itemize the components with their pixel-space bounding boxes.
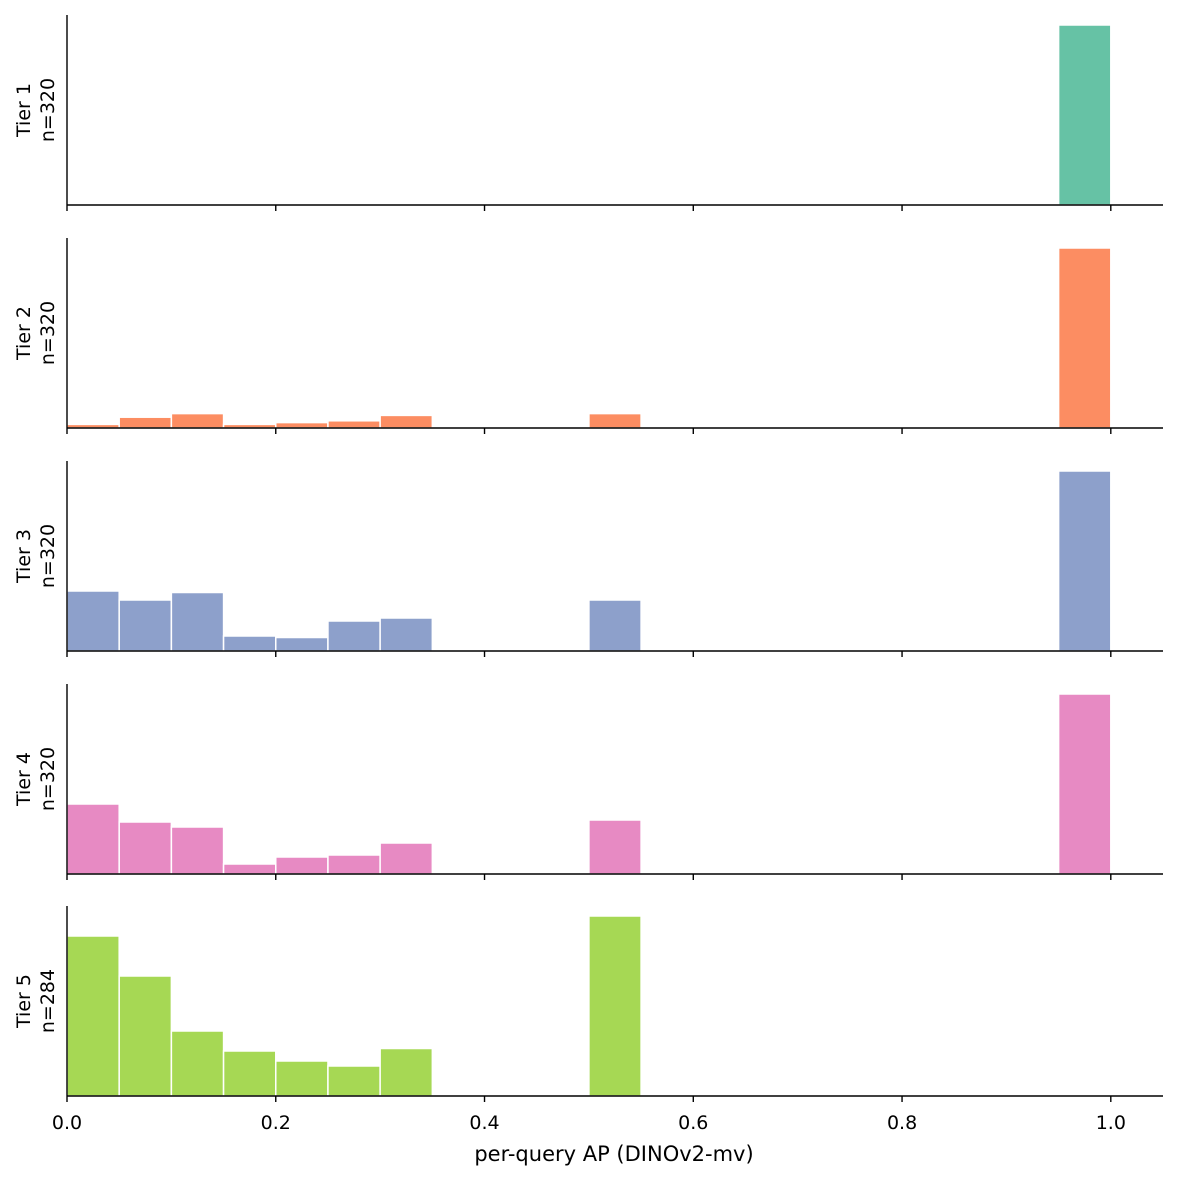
histogram-bar [118, 416, 173, 429]
panel-tier-5: 0.0 0.2 0.4 0.6 0.8 1.0 Tier 5 n=284 [13, 906, 1163, 1134]
histogram-bar [118, 599, 173, 652]
histogram-bar [379, 414, 434, 429]
histogram-bar [327, 1065, 381, 1097]
histogram-bar [588, 819, 642, 875]
histogram-bar [170, 826, 225, 875]
n-label: n=320 [37, 747, 59, 811]
histogram-bar [275, 856, 329, 875]
histogram-bar [222, 1050, 277, 1097]
histogram-bar [66, 803, 120, 875]
histogram-bar [327, 420, 381, 429]
histogram-bar [1057, 247, 1112, 429]
tier-label: Tier 1 [13, 83, 35, 138]
histogram-bar [588, 412, 642, 429]
x-tick-label: 0.6 [678, 1112, 708, 1134]
histogram-bar [327, 854, 381, 875]
histogram-bar [275, 421, 329, 429]
x-tick-label: 0.0 [52, 1112, 82, 1134]
histogram-bar [1057, 470, 1112, 652]
n-label: n=320 [37, 301, 59, 365]
histogram-bar [379, 842, 434, 875]
panel-tier-2: Tier 2 n=320 [13, 238, 1163, 434]
n-label: n=320 [37, 524, 59, 588]
histogram-bar [588, 915, 642, 1097]
histogram-bar [327, 620, 381, 652]
histogram-bar [170, 1030, 225, 1097]
x-tick-label: 1.0 [1096, 1112, 1126, 1134]
tier-label: Tier 5 [13, 974, 35, 1029]
x-tick-label: 0.2 [261, 1112, 291, 1134]
histogram-bar [379, 617, 434, 652]
tier-label: Tier 4 [13, 752, 35, 807]
panel-tier-3: Tier 3 n=320 [13, 461, 1163, 657]
x-tick-label: 0.8 [887, 1112, 917, 1134]
tier-label: Tier 2 [13, 306, 35, 361]
histogram-bar [275, 636, 329, 652]
histogram-bar [379, 1047, 434, 1097]
histogram-bar [275, 1060, 329, 1097]
histogram-bar [118, 975, 173, 1097]
x-tick-label: 0.4 [469, 1112, 499, 1134]
histogram-bar [222, 635, 277, 652]
panel-tier-1: Tier 1 n=320 [13, 15, 1163, 211]
x-axis-label: per-query AP (DINOv2-mv) [474, 1142, 753, 1166]
panel-tier-4: Tier 4 n=320 [13, 684, 1163, 880]
histogram-bar [170, 591, 225, 652]
histogram-bar [588, 599, 642, 652]
histogram-bar [66, 935, 120, 1097]
histogram-bar [222, 863, 277, 875]
n-label: n=284 [37, 969, 59, 1033]
n-label: n=320 [37, 78, 59, 142]
histogram-bar [66, 590, 120, 652]
tier-label: Tier 3 [13, 529, 35, 584]
histogram-bar [170, 412, 225, 429]
histogram-bar [118, 821, 173, 875]
histogram-bar [1057, 693, 1112, 875]
histogram-bar [1057, 24, 1112, 206]
